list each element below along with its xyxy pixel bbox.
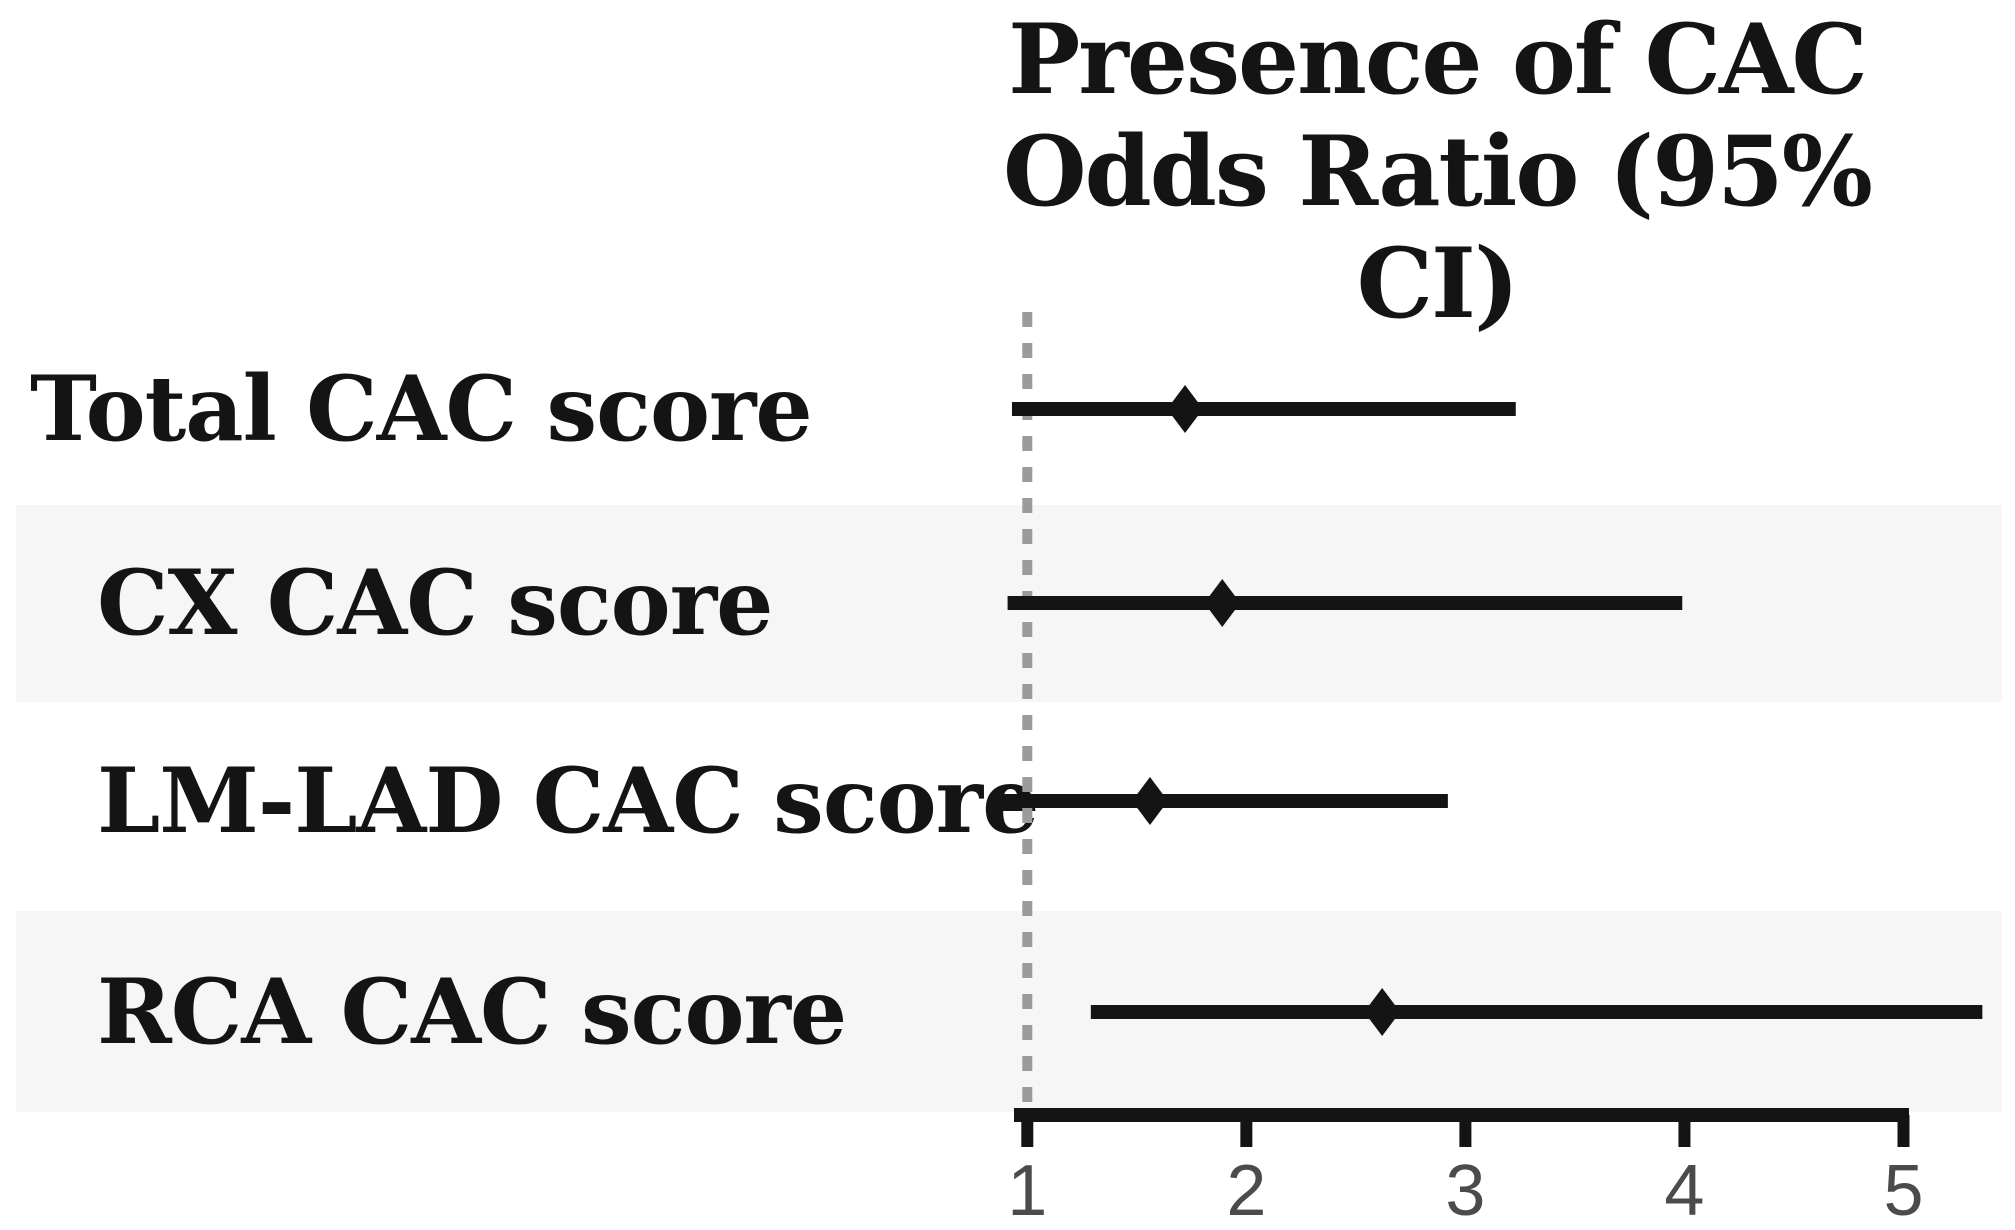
row-label: Total CAC score [30, 356, 813, 462]
row-label: CX CAC score [97, 550, 773, 656]
row-label: LM-LAD CAC score [97, 748, 1039, 854]
chart-title: Presence of CAC Odds Ratio (95% CI) [937, 4, 1937, 340]
or-diamond-marker [1204, 579, 1241, 627]
row-label: RCA CAC score [97, 959, 847, 1065]
x-axis-tick-label: 4 [1664, 1151, 1704, 1230]
x-axis-tick-label: 5 [1883, 1151, 1923, 1230]
chart-title-line2: Odds Ratio (95% CI) [1002, 115, 1873, 340]
x-axis-tick-label: 3 [1445, 1151, 1485, 1230]
or-diamond-marker [1364, 988, 1401, 1036]
chart-title-line1: Presence of CAC [1008, 3, 1868, 116]
or-diamond-marker [1131, 777, 1168, 825]
x-axis-tick-label: 1 [1007, 1151, 1047, 1230]
x-axis-tick-label: 2 [1226, 1151, 1266, 1230]
or-diamond-marker [1167, 385, 1204, 433]
